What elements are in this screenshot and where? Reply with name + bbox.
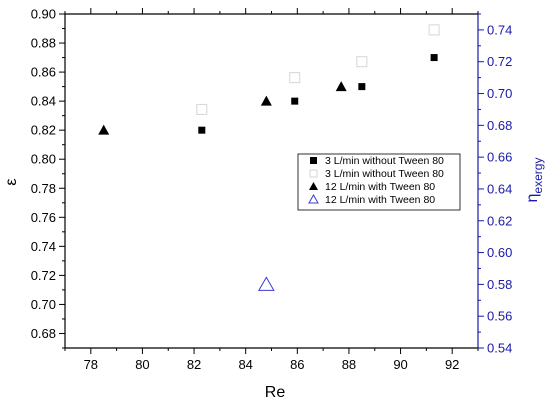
data-points xyxy=(98,24,440,291)
data-point-square-filled xyxy=(198,126,206,134)
y2-tick-label: 0.74 xyxy=(487,22,512,37)
left-y-axis-title: ε xyxy=(3,178,20,185)
legend-label: 3 L/min without Tween 80 xyxy=(325,168,444,180)
y-tick-label: 0.80 xyxy=(31,152,56,167)
x-tick-label: 82 xyxy=(187,357,201,372)
y2-tick-label: 0.54 xyxy=(487,341,512,356)
x-tick-label: 80 xyxy=(135,357,149,372)
y2-tick-label: 0.66 xyxy=(487,150,512,165)
data-point-triangle-filled xyxy=(260,95,272,106)
y2-tick-label: 0.64 xyxy=(487,181,512,196)
left-y-axis-ticks: 0.68 0.70 0.72 0.74 0.76 0.78 0.80 0.82 0.84 0.86… xyxy=(31,7,65,349)
legend-marker-square-open xyxy=(309,169,318,178)
y-tick-label: 0.86 xyxy=(31,65,56,80)
data-point-square-open xyxy=(289,72,301,84)
y-tick-label: 0.72 xyxy=(31,268,56,283)
data-point-triangle-filled xyxy=(98,124,110,135)
legend-marker-triangle-filled xyxy=(309,182,318,190)
x-tick-label: 86 xyxy=(290,357,304,372)
y-tick-label: 0.90 xyxy=(31,7,56,22)
legend-marker-square-filled xyxy=(310,157,317,164)
data-point-square-open xyxy=(356,56,368,68)
data-point-square-open xyxy=(196,103,208,115)
right-y-axis-title: ηexergy xyxy=(524,158,545,203)
data-point-square-open xyxy=(428,24,440,36)
data-point-triangle-filled xyxy=(335,81,347,92)
x-tick-label: 88 xyxy=(342,357,356,372)
legend-item: 12 L/min with Tween 80 xyxy=(309,181,435,193)
legend-box xyxy=(297,153,461,211)
legend-label: 12 L/min with Tween 80 xyxy=(325,194,435,206)
data-point-square-filled xyxy=(291,97,299,105)
right-y-axis-title-main: η xyxy=(524,194,541,203)
y-tick-label: 0.68 xyxy=(31,326,56,341)
right-y-axis-ticks: 0.54 0.56 0.58 0.60 0.62 0.64 0.66 0.68 0.70 0.72… xyxy=(478,13,512,356)
y-tick-label: 0.76 xyxy=(31,210,56,225)
y-tick-label: 0.88 xyxy=(31,36,56,51)
x-tick-label: 90 xyxy=(393,357,407,372)
legend-item: 3 L/min without Tween 80 xyxy=(309,168,444,180)
data-point-square-filled xyxy=(430,54,438,62)
y2-tick-label: 0.56 xyxy=(487,309,512,324)
legend: 3 L/min without Tween 80 3 L/min without… xyxy=(297,153,461,211)
legend-item: 3 L/min without Tween 80 xyxy=(310,155,444,167)
y-tick-label: 0.82 xyxy=(31,123,56,138)
y2-tick-label: 0.58 xyxy=(487,277,512,292)
legend-label: 12 L/min with Tween 80 xyxy=(325,181,435,193)
x-tick-label: 78 xyxy=(84,357,98,372)
legend-label: 3 L/min without Tween 80 xyxy=(325,155,444,167)
legend-marker-triangle-open xyxy=(308,193,319,204)
x-axis-title: Re xyxy=(265,384,286,401)
x-tick-label: 92 xyxy=(445,357,459,372)
y-tick-label: 0.84 xyxy=(31,94,56,109)
right-y-axis-title-subscript: exergy xyxy=(531,158,545,194)
y2-tick-label: 0.72 xyxy=(487,54,512,69)
y2-tick-label: 0.60 xyxy=(487,245,512,260)
data-point-triangle-open xyxy=(257,276,275,291)
y-tick-label: 0.78 xyxy=(31,181,56,196)
x-tick-label: 84 xyxy=(238,357,252,372)
y2-tick-label: 0.68 xyxy=(487,118,512,133)
x-axis-ticks: 78 80 82 84 86 88 90 92 xyxy=(64,8,479,372)
y2-tick-label: 0.62 xyxy=(487,213,512,228)
data-point-square-filled xyxy=(358,83,366,91)
y-tick-label: 0.74 xyxy=(31,239,56,254)
y2-tick-label: 0.70 xyxy=(487,86,512,101)
y-tick-label: 0.70 xyxy=(31,297,56,312)
legend-item: 12 L/min with Tween 80 xyxy=(308,193,435,206)
